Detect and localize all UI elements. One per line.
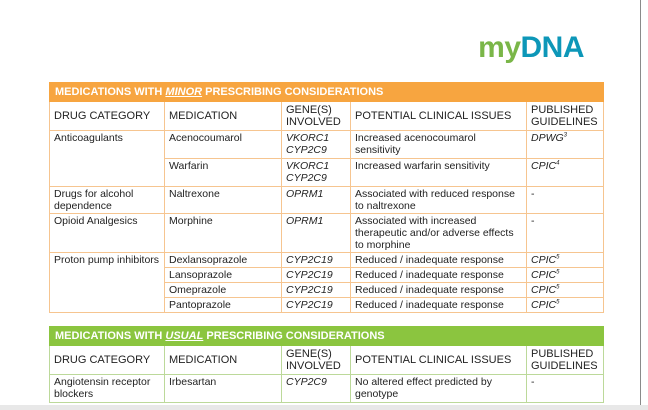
header-drug-category: DRUG CATEGORY — [49, 101, 165, 131]
header-genes: GENE(S) INVOLVED — [281, 345, 351, 375]
row-genes: CYP2C19 — [281, 297, 351, 313]
row-issue: Reduced / inadequate response — [350, 267, 527, 283]
header-medication: MEDICATION — [164, 101, 282, 131]
row-issue: Increased warfarin sensitivity — [350, 158, 527, 187]
logo-dna: DNA — [520, 31, 585, 64]
row-category: Anticoagulants — [49, 130, 165, 187]
row-medication: Acenocoumarol — [164, 130, 282, 159]
row-genes: OPRM1 — [281, 186, 351, 214]
usual-considerations-table: MEDICATIONS WITH USUAL PRESCRIBING CONSI… — [48, 326, 605, 403]
row-category: Proton pump inhibitors — [49, 252, 165, 313]
row-issue: Reduced / inadequate response — [350, 297, 527, 313]
table-row: Drugs for alcohol dependence Naltrexone … — [49, 186, 605, 214]
row-issue: Associated with increased therapeutic an… — [350, 213, 527, 253]
row-guideline: - — [525, 186, 605, 214]
table-row: Warfarin VKORC1 CYP2C9 Increased warfari… — [50, 158, 605, 187]
row-category: Opioid Analgesics — [49, 213, 165, 253]
table-row: Anticoagulants Acenocoumarol VKORC1 CYP2… — [49, 130, 605, 187]
row-genes: OPRM1 — [281, 213, 351, 253]
row-issue: No altered effect predicted by genotype — [350, 374, 527, 403]
header-guidelines: PUBLISHED GUIDELINES — [525, 101, 605, 131]
row-medication: Omeprazole — [164, 282, 282, 298]
row-guideline: CPIC5 — [525, 282, 605, 298]
table-row: Proton pump inhibitors Dexlansoprazole C… — [49, 252, 605, 313]
table-header-row: DRUG CATEGORY MEDICATION GENE(S) INVOLVE… — [49, 101, 605, 131]
header-guidelines: PUBLISHED GUIDELINES — [525, 345, 605, 375]
row-guideline: - — [525, 374, 605, 403]
row-genes: CYP2C19 — [281, 267, 351, 283]
row-medication: Dexlansoprazole — [164, 252, 282, 268]
row-issue: Reduced / inadequate response — [350, 252, 527, 268]
row-issue: Reduced / inadequate response — [350, 282, 527, 298]
row-guideline: - — [525, 213, 605, 253]
row-genes: VKORC1 CYP2C9 — [281, 158, 351, 187]
row-category: Drugs for alcohol dependence — [49, 186, 165, 214]
row-medication: Warfarin — [164, 158, 282, 187]
logo-my: my — [478, 31, 521, 64]
minor-table-title: MEDICATIONS WITH MINOR PRESCRIBING CONSI… — [48, 82, 605, 102]
table-row: Pantoprazole CYP2C19 Reduced / inadequat… — [50, 297, 605, 313]
row-guideline: CPIC4 — [525, 158, 605, 187]
row-genes: VKORC1 CYP2C9 — [281, 130, 351, 159]
row-guideline: CPIC5 — [525, 297, 605, 313]
header-clinical-issues: POTENTIAL CLINICAL ISSUES — [350, 345, 527, 375]
table-title-row: MEDICATIONS WITH MINOR PRESCRIBING CONSI… — [48, 82, 605, 102]
minor-considerations-table: MEDICATIONS WITH MINOR PRESCRIBING CONSI… — [48, 82, 605, 313]
row-guideline: CPIC5 — [525, 267, 605, 283]
document-page: myDNA MEDICATIONS WITH MINOR PRESCRIBING… — [48, 0, 641, 405]
usual-table-title: MEDICATIONS WITH USUAL PRESCRIBING CONSI… — [48, 326, 605, 346]
row-guideline: DPWG3 — [525, 130, 605, 159]
table-header-row: DRUG CATEGORY MEDICATION GENE(S) INVOLVE… — [49, 345, 605, 375]
row-medication: Naltrexone — [164, 186, 282, 214]
row-issue: Increased acenocoumarol sensitivity — [350, 130, 527, 159]
header-drug-category: DRUG CATEGORY — [49, 345, 165, 375]
header-medication: MEDICATION — [164, 345, 282, 375]
table-row: Angiotensin receptor blockers Irbesartan… — [49, 374, 605, 403]
page-bottom-edge — [0, 405, 648, 410]
row-medication: Pantoprazole — [164, 297, 282, 313]
header-clinical-issues: POTENTIAL CLINICAL ISSUES — [350, 101, 527, 131]
row-medication: Irbesartan — [164, 374, 282, 403]
row-category: Angiotensin receptor blockers — [49, 374, 165, 403]
header-genes: GENE(S) INVOLVED — [281, 101, 351, 131]
table-title-row: MEDICATIONS WITH USUAL PRESCRIBING CONSI… — [48, 326, 605, 346]
table-row: Opioid Analgesics Morphine OPRM1 Associa… — [49, 213, 605, 253]
row-issue: Associated with reduced response to nalt… — [350, 186, 527, 214]
row-medication: Morphine — [164, 213, 282, 253]
row-genes: CYP2C19 — [281, 252, 351, 268]
row-genes: CYP2C9 — [281, 374, 351, 403]
row-guideline: CPIC5 — [525, 252, 605, 268]
row-medication: Lansoprazole — [164, 267, 282, 283]
mydna-logo: myDNA — [478, 33, 584, 63]
row-genes: CYP2C19 — [281, 282, 351, 298]
